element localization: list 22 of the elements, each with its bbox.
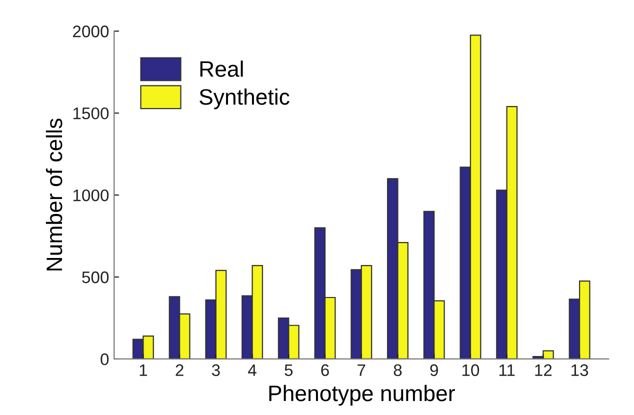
x-tick-label: 10: [462, 364, 480, 376]
x-tick-label: 3: [212, 364, 220, 376]
x-axis-title: Phenotype number: [269, 384, 455, 406]
legend-label: Synthetic: [200, 88, 290, 110]
x-tick-label: 5: [284, 364, 293, 376]
x-tick-label: 6: [321, 364, 329, 376]
x-tick-label: 11: [499, 364, 515, 376]
x-tick-label: 2: [176, 364, 184, 376]
x-tick-label: 8: [394, 364, 402, 376]
x-tick-label: 4: [248, 364, 256, 376]
y-tick-label: 500: [82, 271, 109, 284]
x-tick-label: 9: [430, 364, 438, 376]
x-tick-label: 1: [140, 364, 148, 376]
y-tick-label: 1000: [73, 189, 109, 202]
x-tick-label: 13: [572, 364, 588, 376]
y-tick-label: 0: [100, 353, 109, 366]
y-tick-label: 2000: [73, 26, 109, 38]
x-tick-label: 7: [358, 364, 366, 376]
x-tick-label: 12: [535, 364, 552, 376]
y-tick-label: 1500: [73, 107, 109, 120]
legend-label: Real: [200, 60, 243, 77]
y-axis-title: Number of cells: [46, 118, 62, 270]
